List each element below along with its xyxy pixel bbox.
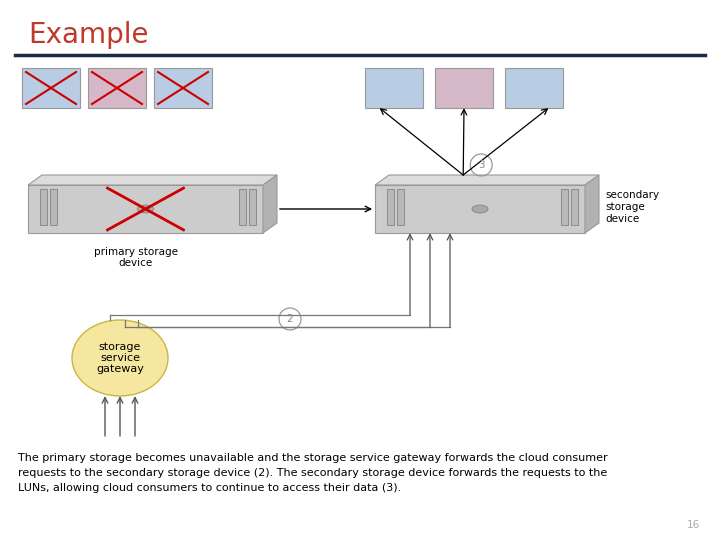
Text: device: device <box>118 258 153 268</box>
Text: service: service <box>100 353 140 363</box>
Polygon shape <box>28 175 277 185</box>
Bar <box>505 68 563 108</box>
Bar <box>249 189 256 225</box>
Text: primary storage: primary storage <box>94 247 178 257</box>
Text: gateway: gateway <box>96 364 144 374</box>
Bar <box>375 185 585 233</box>
Text: 3: 3 <box>478 160 485 170</box>
Text: storage: storage <box>99 342 141 352</box>
Bar <box>50 189 57 225</box>
Text: Example: Example <box>28 21 148 49</box>
Bar <box>22 68 80 108</box>
Polygon shape <box>375 175 599 185</box>
Polygon shape <box>585 175 599 233</box>
Text: The primary storage becomes unavailable and the storage service gateway forwards: The primary storage becomes unavailable … <box>18 453 608 492</box>
Bar <box>571 189 578 225</box>
Text: 2: 2 <box>287 314 293 324</box>
Text: 16: 16 <box>687 520 700 530</box>
Ellipse shape <box>472 205 488 213</box>
Bar <box>88 68 146 108</box>
Polygon shape <box>263 175 277 233</box>
Bar <box>239 189 246 225</box>
Bar <box>387 189 394 225</box>
Ellipse shape <box>72 320 168 396</box>
Bar <box>561 189 568 225</box>
Bar <box>365 68 423 108</box>
Ellipse shape <box>138 205 153 213</box>
Bar <box>397 189 404 225</box>
Bar <box>28 185 263 233</box>
Text: secondary: secondary <box>605 190 659 200</box>
Bar <box>40 189 47 225</box>
Text: storage: storage <box>605 202 644 212</box>
Bar <box>435 68 493 108</box>
Bar <box>154 68 212 108</box>
Text: device: device <box>605 214 639 224</box>
